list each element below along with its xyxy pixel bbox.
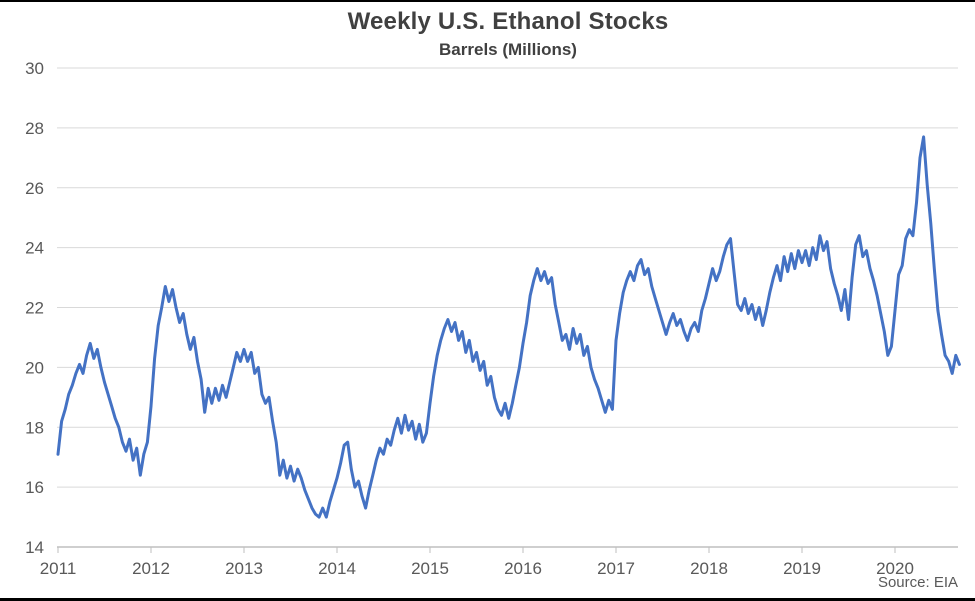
x-tick-label: 2020 xyxy=(876,559,914,578)
y-tick-label: 20 xyxy=(25,358,44,377)
chart-title: Weekly U.S. Ethanol Stocks xyxy=(347,8,669,35)
x-tick-label: 2011 xyxy=(40,559,77,578)
x-tick-label: 2016 xyxy=(504,559,542,578)
x-tick-label: 2019 xyxy=(783,559,821,578)
y-tick-label: 18 xyxy=(25,418,44,437)
y-tick-label: 30 xyxy=(25,59,44,78)
y-tick-label: 22 xyxy=(25,299,44,318)
x-tick-label: 2014 xyxy=(318,559,356,578)
x-tick-label: 2017 xyxy=(597,559,635,578)
y-tick-label: 14 xyxy=(25,538,44,557)
x-tick-label: 2012 xyxy=(132,559,170,578)
x-tick-label: 2015 xyxy=(411,559,449,578)
chart-subtitle: Barrels (Millions) xyxy=(439,40,577,59)
x-tick-label: 2018 xyxy=(690,559,728,578)
y-tick-label: 26 xyxy=(25,179,44,198)
y-tick-label: 24 xyxy=(25,239,44,258)
data-line-ethanol-stocks xyxy=(56,135,961,519)
x-tick-label: 2013 xyxy=(225,559,263,578)
y-tick-label: 16 xyxy=(25,478,44,497)
y-tick-label: 28 xyxy=(25,119,44,138)
source-note: Source: EIA xyxy=(877,574,958,591)
